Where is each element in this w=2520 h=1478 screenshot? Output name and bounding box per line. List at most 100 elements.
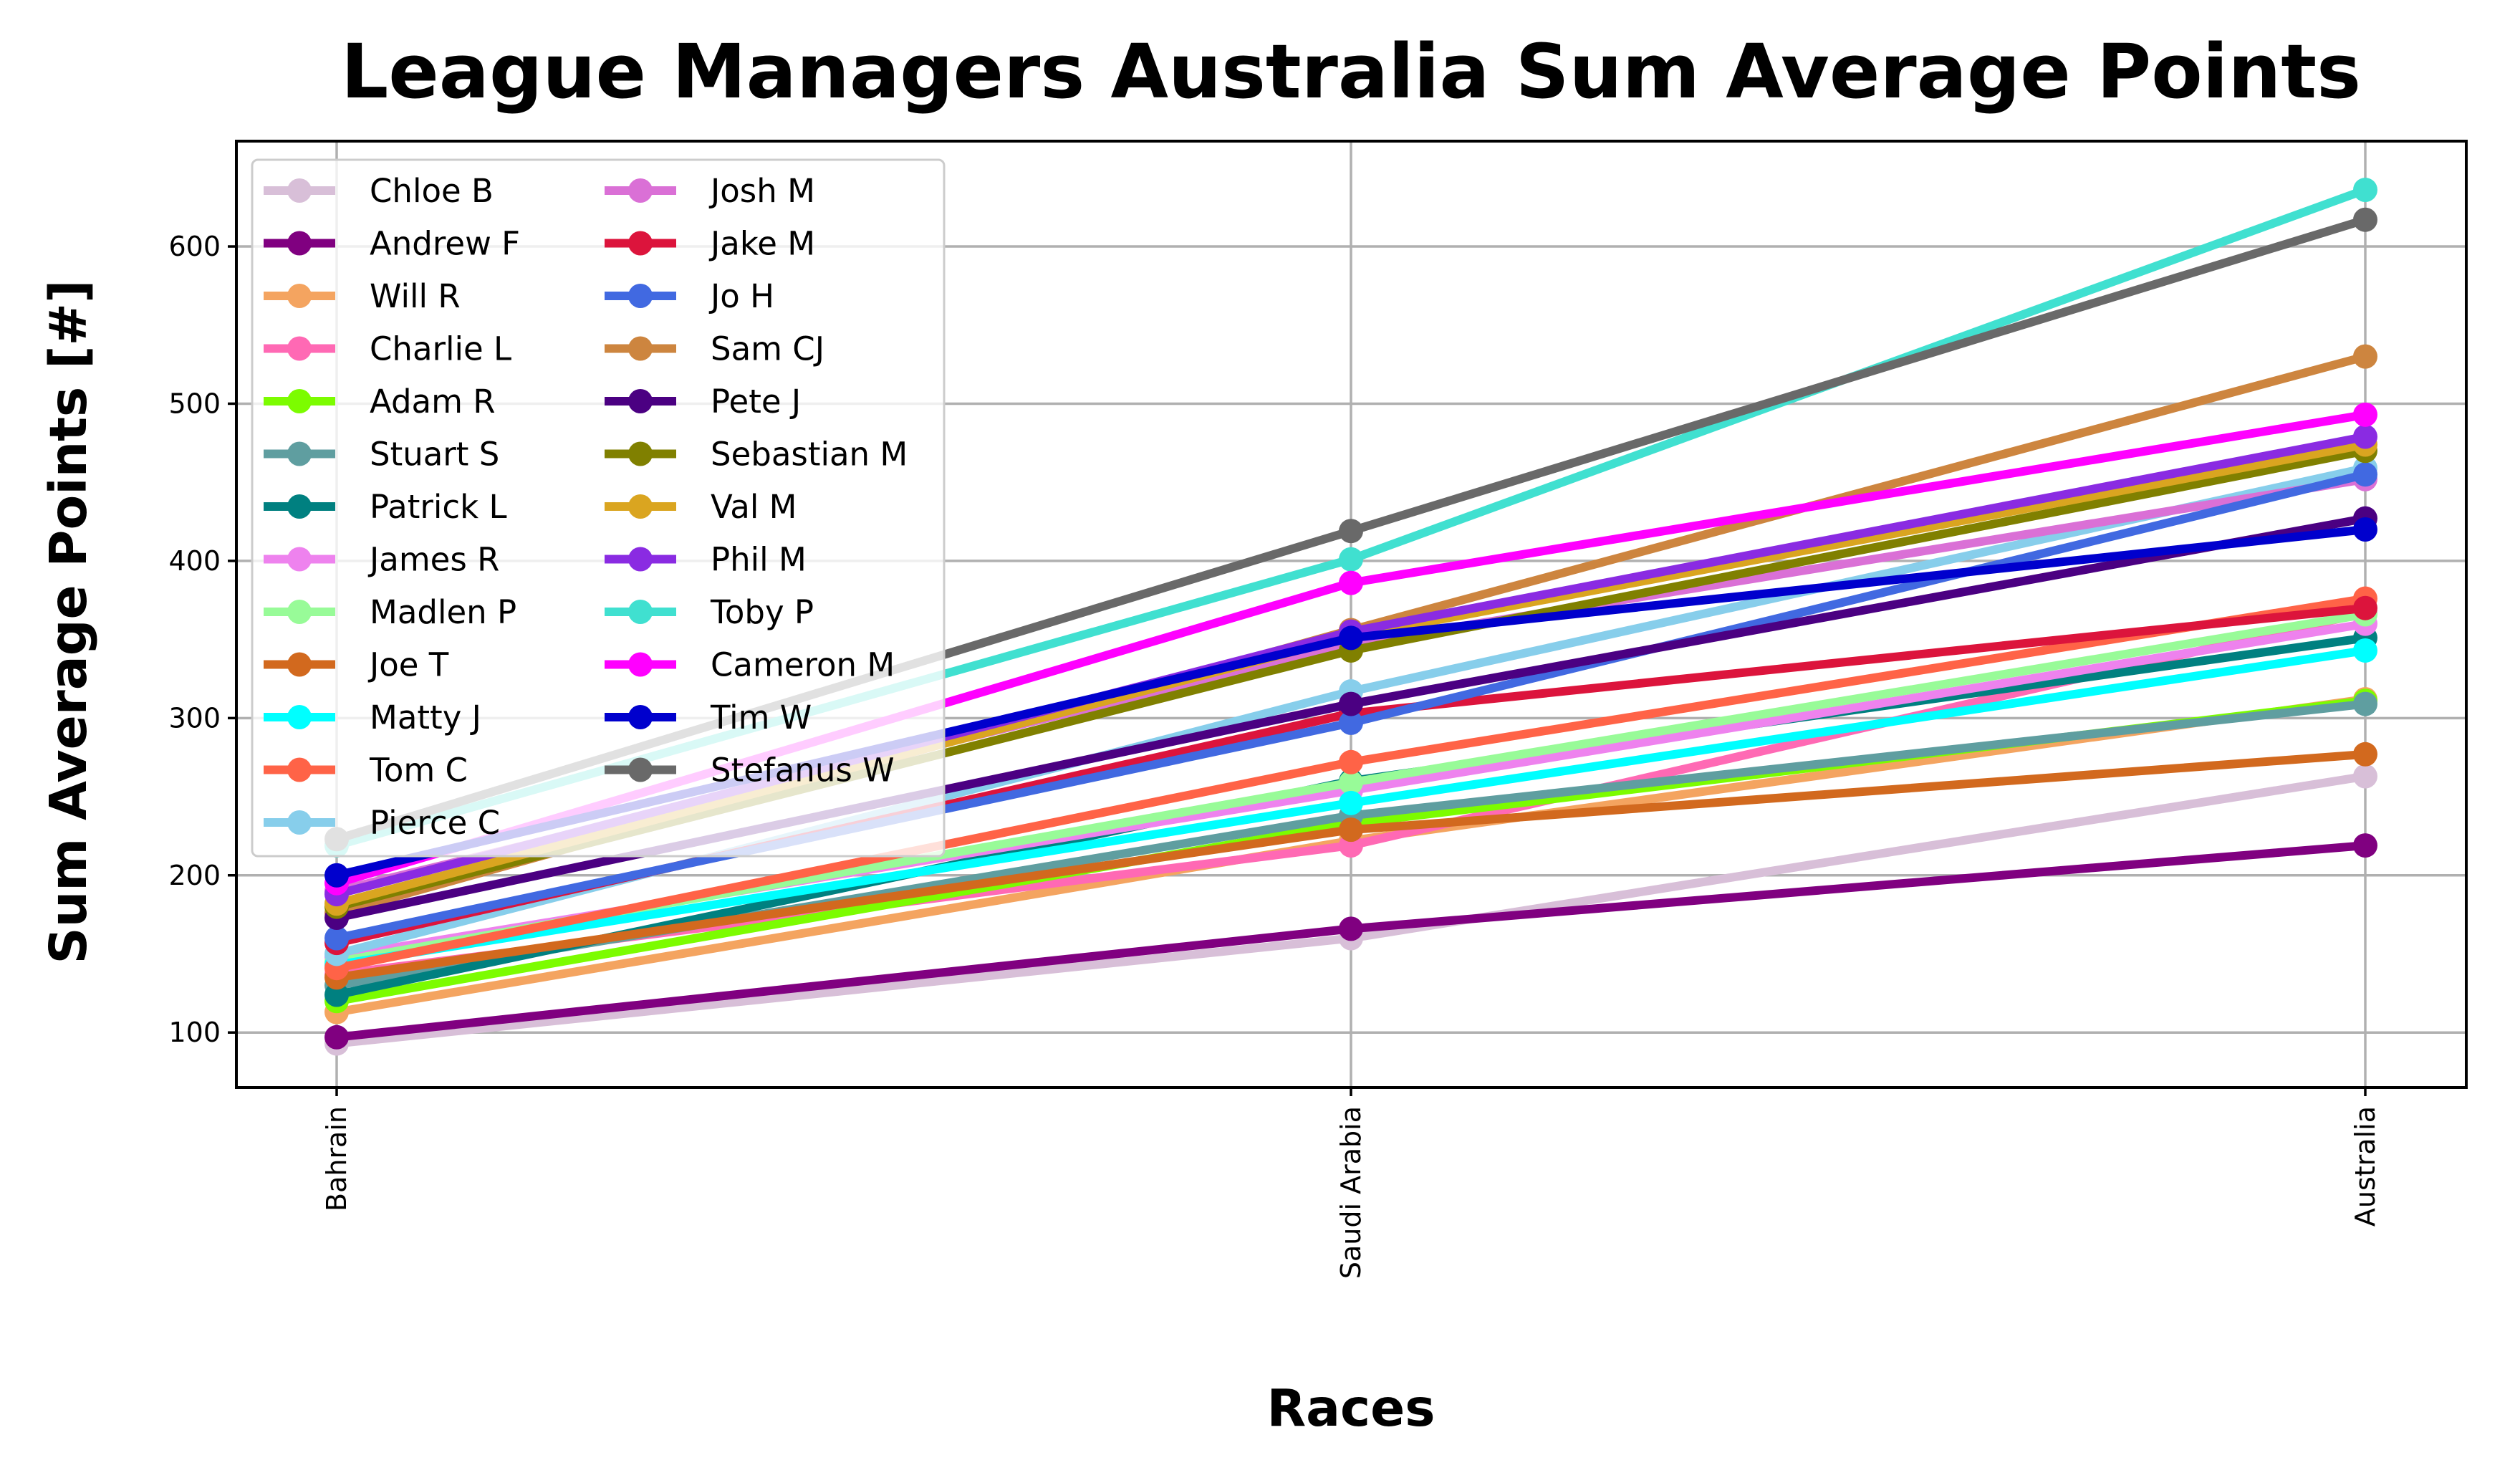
legend-marker [287,494,312,519]
legend-label: Val M [711,488,797,526]
data-point [1339,790,1363,815]
series-joe-t [324,742,2377,990]
legend-marker [287,441,312,466]
legend-item: Madlen P [264,593,516,631]
legend-box [251,158,946,858]
legend-item: Andrew F [264,225,520,263]
data-point [1339,817,1363,843]
legend-marker [628,652,653,677]
data-point [2353,344,2377,369]
legend-item: Pete J [605,383,801,421]
legend-label: Chloe B [370,172,494,210]
x-tick-label: Saudi Arabia [1335,1106,1367,1279]
legend-marker [628,336,653,361]
y-tick-label: 200 [168,860,221,891]
legend-marker [287,336,312,361]
data-point [2353,595,2377,620]
x-tick-label: Australia [2350,1106,2381,1227]
legend-label: Jo H [708,277,774,315]
legend-marker [287,178,312,203]
y-axis-label: Sum Average Points [#] [39,280,98,964]
legend-item: Matty J [264,699,481,736]
legend: Chloe B Andrew F Will R Charlie L Adam R Stua… [251,158,946,858]
legend-label: James R [367,541,499,579]
data-point [2353,207,2377,232]
legend-item: Adam R [264,383,496,421]
legend-label: Sam CJ [711,330,824,368]
data-point [324,926,349,951]
legend-label: Jake M [708,225,815,263]
legend-item: Jake M [605,225,815,263]
legend-marker [628,547,653,572]
legend-label: Toby P [710,593,814,631]
chart-title: League Managers Australia Sum Average Po… [341,28,2361,115]
y-tick-label: 400 [168,545,221,577]
data-point [2353,462,2377,487]
legend-item: James R [264,541,499,579]
legend-label: Tim W [710,699,812,736]
legend-item: Chloe B [264,172,494,210]
legend-item: Sam CJ [605,330,824,368]
legend-label: Matty J [370,699,481,736]
legend-label: Adam R [370,383,496,421]
legend-marker [628,284,653,308]
legend-marker [287,389,312,413]
data-point [2353,424,2377,449]
legend-label: Tom C [369,752,468,790]
legend-item: Joe T [264,646,449,684]
legend-marker [287,705,312,729]
legend-item: Stefanus W [605,752,895,790]
legend-marker [628,178,653,203]
legend-label: Madlen P [370,593,516,631]
legend-label: Charlie L [370,330,511,368]
legend-label: Patrick L [370,488,507,526]
legend-item: Phil M [605,541,807,579]
legend-marker [628,600,653,624]
legend-item: Josh M [605,172,815,210]
legend-marker [287,284,312,308]
data-point [1339,625,1363,651]
series-jo-h [324,462,2377,951]
data-point [1339,749,1363,774]
legend-marker [628,494,653,519]
legend-marker [287,600,312,624]
legend-item: Sebastian M [605,436,908,474]
legend-marker [287,757,312,782]
legend-item: Stuart S [264,436,499,474]
x-tick-label: Bahrain [321,1106,352,1211]
data-point [2353,517,2377,542]
data-point [1339,916,1363,941]
legend-marker [628,231,653,256]
y-tick-label: 100 [168,1017,221,1048]
series-layer [324,178,2377,1056]
data-point [2353,833,2377,858]
legend-marker [628,441,653,466]
legend-item: Tom C [264,752,468,790]
y-tick-label: 500 [168,388,221,419]
legend-item: Cameron M [605,646,895,684]
legend-item: Toby P [605,593,814,631]
data-point [324,863,349,888]
legend-marker [287,231,312,256]
series-andrew-f [324,833,2377,1050]
data-point [1339,770,1363,795]
data-point [1339,710,1363,735]
legend-label: Cameron M [711,646,895,684]
legend-item: Will R [264,277,461,315]
data-point [2353,402,2377,427]
legend-marker [287,810,312,835]
data-point [324,1024,349,1050]
data-point [2353,178,2377,203]
legend-marker [287,652,312,677]
legend-item: Patrick L [264,488,507,526]
legend-label: Sebastian M [711,436,908,474]
data-point [2353,764,2377,789]
legend-label: Stuart S [370,436,499,474]
legend-item: Val M [605,488,797,526]
legend-item: Tim W [605,699,812,736]
data-point [2353,742,2377,767]
legend-item: Charlie L [264,330,511,368]
legend-item: Pierce C [264,804,500,842]
data-point [1339,547,1363,572]
